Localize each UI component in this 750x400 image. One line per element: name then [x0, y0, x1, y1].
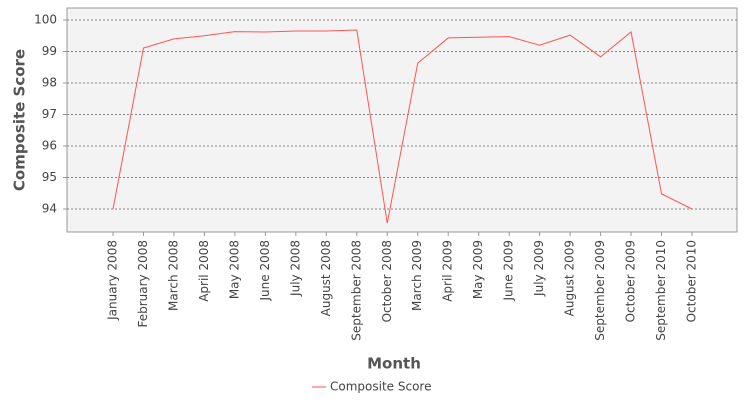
x-tick-label: May 2008: [227, 240, 241, 299]
x-tick-label: September 2009: [593, 240, 607, 341]
y-tick-label: 98: [42, 75, 57, 89]
x-axis-title: Month: [367, 355, 421, 373]
x-tick-label: March 2009: [410, 240, 424, 311]
x-tick-label: October 2010: [685, 240, 699, 322]
x-tick-label: January 2008: [106, 240, 120, 321]
plot-area: [66, 7, 738, 233]
y-tick-label: 96: [42, 138, 57, 152]
x-tick-label: July 2009: [532, 240, 546, 297]
x-tick-label: August 2008: [319, 240, 333, 316]
x-tick-label: June 2009: [502, 240, 516, 302]
x-tick-label: February 2008: [136, 240, 150, 328]
y-tick-label: 95: [42, 170, 57, 184]
x-tick-label: July 2008: [288, 240, 302, 297]
x-tick-label: September 2010: [654, 240, 668, 341]
x-tick-label: June 2008: [258, 240, 272, 302]
legend-label: Composite Score: [330, 380, 431, 394]
x-tick-label: August 2009: [563, 240, 577, 316]
x-tick-label: September 2008: [349, 240, 363, 341]
y-tick-label: 97: [42, 107, 57, 121]
x-tick-label: October 2009: [624, 240, 638, 322]
x-tick-label: April 2008: [197, 240, 211, 302]
x-tick-label: October 2008: [380, 240, 394, 322]
y-tick-label: 100: [34, 12, 57, 26]
x-tick-label: May 2009: [471, 240, 485, 299]
y-axis-title: Composite Score: [11, 49, 29, 191]
y-tick-label: 94: [42, 202, 57, 216]
x-tick-label: April 2009: [441, 240, 455, 302]
y-tick-label: 99: [42, 44, 57, 58]
x-tick-label: March 2008: [166, 240, 180, 311]
data-line: [112, 29, 693, 224]
